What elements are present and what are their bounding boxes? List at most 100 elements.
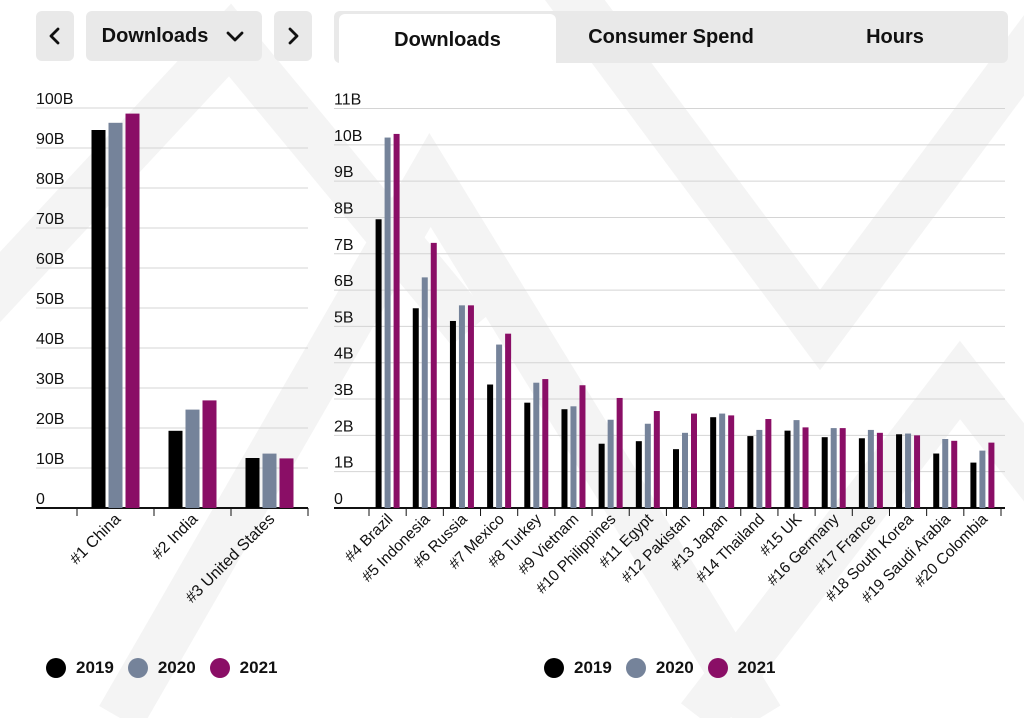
next-button[interactable] [274,11,312,61]
y-tick-label: 30B [36,371,64,388]
y-tick-label: 40B [36,331,64,348]
bar-2020[interactable] [719,413,726,508]
bar-2020[interactable] [756,429,763,508]
bar-2019[interactable] [449,320,456,508]
legend-left: 2019 2020 2021 [46,658,291,678]
bar-2021[interactable] [728,415,735,508]
bar-2020[interactable] [262,453,277,508]
bar-2019[interactable] [168,430,183,508]
previous-button[interactable] [36,11,74,61]
bar-2021[interactable] [839,428,846,508]
y-tick-label: 60B [36,251,64,268]
bar-2021[interactable] [579,385,586,508]
bar-2019[interactable] [821,437,828,508]
y-tick-label: 90B [36,131,64,148]
y-tick-label: 10B [334,128,362,145]
bar-2020[interactable] [458,305,465,508]
bar-2019[interactable] [91,130,106,508]
bar-2020[interactable] [496,344,503,508]
chevron-down-icon [226,31,244,42]
y-tick-label: 10B [36,451,64,468]
metric-dropdown[interactable]: Downloads [86,11,262,61]
bar-2021[interactable] [430,242,437,509]
bar-2020[interactable] [185,409,200,508]
y-tick-label: 7B [334,237,354,254]
bar-2019[interactable] [784,430,791,508]
bar-2021[interactable] [802,427,809,508]
bar-2019[interactable] [245,458,260,508]
bar-2019[interactable] [933,453,940,508]
bar-2019[interactable] [970,462,977,508]
y-tick-label: 9B [334,164,354,181]
bar-2019[interactable] [598,443,605,508]
bar-2020[interactable] [942,438,949,508]
bar-2020[interactable] [108,122,123,509]
y-tick-label: 100B [36,91,73,108]
tab-downloads[interactable]: Downloads [339,14,556,66]
chevron-left-icon [49,27,60,45]
bar-2021[interactable] [765,419,772,508]
bar-2021[interactable] [914,435,921,508]
y-tick-label: 70B [36,211,64,228]
bar-2021[interactable] [691,413,697,508]
bar-2021[interactable] [616,397,623,508]
y-tick-label: 0 [334,491,343,508]
bar-2021[interactable] [988,442,995,508]
y-tick-label: 4B [334,346,354,363]
tab-consumer-spend[interactable]: Consumer Spend [588,25,754,48]
y-tick-label: 3B [334,382,354,399]
bar-2019[interactable] [635,441,642,508]
bar-2019[interactable] [412,308,419,508]
bar-2020[interactable] [421,277,428,508]
bar-2020[interactable] [793,420,800,508]
bar-2020[interactable] [607,419,614,508]
bar-2021[interactable] [542,379,549,508]
legend-dot-2020 [625,658,646,678]
legend-item-2021: 2021 [209,658,277,678]
bar-2020[interactable] [533,382,540,508]
bar-2020[interactable] [682,432,688,508]
bar-2021[interactable] [876,432,883,508]
bar-2021[interactable] [125,113,140,508]
bar-2019[interactable] [896,434,903,508]
bar-2019[interactable] [375,219,382,509]
legend-dot-2020 [127,658,148,678]
bar-2020[interactable] [570,406,577,508]
bar-2021[interactable] [951,440,958,508]
legend-dot-2019 [46,658,66,678]
bar-2020[interactable] [644,423,651,508]
chevron-right-icon [288,27,299,45]
bar-2021[interactable] [653,411,660,508]
bar-2021[interactable] [505,333,512,508]
bar-2019[interactable] [747,436,754,508]
legend-label-2019: 2019 [574,658,612,677]
bar-2021[interactable] [279,458,294,508]
y-tick-label: 2B [334,418,354,435]
legend-item-2021: 2021 [707,658,775,678]
bar-2019[interactable] [858,438,865,508]
metric-tab-bar: Downloads Consumer Spend Hours [334,11,1008,66]
bar-2020[interactable] [830,428,837,508]
bar-2020[interactable] [867,429,874,508]
bar-2020[interactable] [384,137,391,508]
bar-2020[interactable] [979,450,986,508]
bar-2019[interactable] [673,449,679,508]
bar-2021[interactable] [467,305,474,508]
bar-2019[interactable] [710,417,717,508]
bar-2021[interactable] [393,133,400,508]
legend-dot-2021 [707,658,728,678]
bar-2019[interactable] [487,384,494,508]
legend-dot-2021 [209,658,230,678]
metric-dropdown-value: Downloads [101,24,209,47]
bar-2021[interactable] [202,400,217,508]
y-tick-label: 50B [36,291,64,308]
bar-2020[interactable] [905,433,912,508]
legend-right: 2019 2020 2021 [544,658,789,678]
bar-2019[interactable] [524,402,531,508]
tab-hours[interactable]: Hours [866,25,924,48]
legend-item-2020: 2020 [625,658,694,678]
bar-2019[interactable] [561,409,568,508]
legend-item-2019: 2019 [46,658,114,678]
